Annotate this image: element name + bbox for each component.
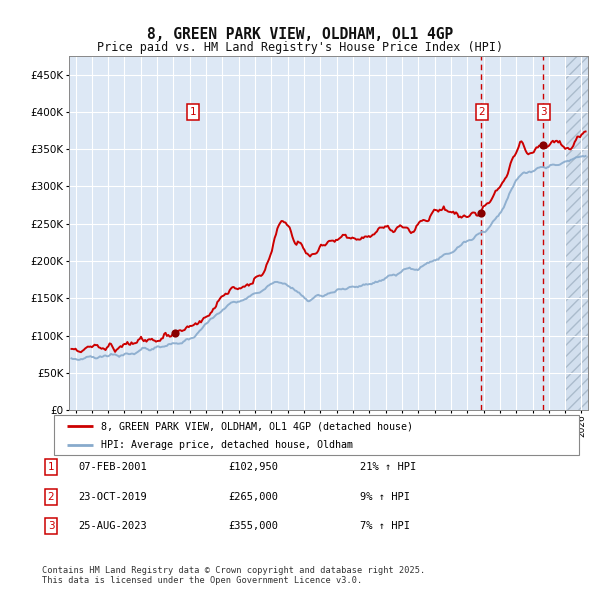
Text: £355,000: £355,000 [228,522,278,531]
Text: This data is licensed under the Open Government Licence v3.0.: This data is licensed under the Open Gov… [42,576,362,585]
Text: 7% ↑ HPI: 7% ↑ HPI [360,522,410,531]
Text: 2: 2 [479,107,485,117]
Text: 1: 1 [190,107,196,117]
Text: 25-AUG-2023: 25-AUG-2023 [78,522,147,531]
Text: 9% ↑ HPI: 9% ↑ HPI [360,492,410,502]
Text: 8, GREEN PARK VIEW, OLDHAM, OL1 4GP: 8, GREEN PARK VIEW, OLDHAM, OL1 4GP [147,27,453,42]
Bar [565,56,588,410]
Text: 3: 3 [541,107,547,117]
Text: £102,950: £102,950 [228,463,278,472]
Point [476,208,485,217]
Text: 2: 2 [47,492,55,502]
Text: 1: 1 [47,463,55,472]
Bar [565,56,588,410]
Text: HPI: Average price, detached house, Oldham: HPI: Average price, detached house, Oldh… [101,441,353,450]
Point [170,329,180,338]
Text: Contains HM Land Registry data © Crown copyright and database right 2025.: Contains HM Land Registry data © Crown c… [42,566,425,575]
Text: 21% ↑ HPI: 21% ↑ HPI [360,463,416,472]
Text: Price paid vs. HM Land Registry's House Price Index (HPI): Price paid vs. HM Land Registry's House … [97,41,503,54]
Text: 07-FEB-2001: 07-FEB-2001 [78,463,147,472]
Text: £265,000: £265,000 [228,492,278,502]
Point [538,141,548,150]
Text: 8, GREEN PARK VIEW, OLDHAM, OL1 4GP (detached house): 8, GREEN PARK VIEW, OLDHAM, OL1 4GP (det… [101,421,413,431]
Text: 23-OCT-2019: 23-OCT-2019 [78,492,147,502]
Text: 3: 3 [47,522,55,531]
